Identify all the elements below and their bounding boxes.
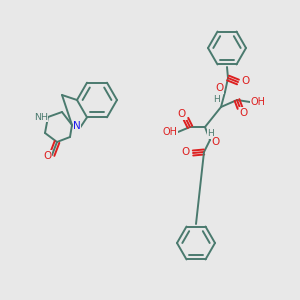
Text: O: O: [43, 151, 51, 161]
Text: O: O: [240, 108, 248, 118]
Text: H: H: [213, 94, 219, 103]
Text: N: N: [73, 121, 81, 131]
Text: O: O: [212, 137, 220, 147]
Text: OH: OH: [163, 127, 178, 137]
Text: OH: OH: [250, 97, 266, 107]
Text: O: O: [241, 76, 249, 86]
Text: O: O: [182, 147, 190, 157]
Text: O: O: [178, 109, 186, 119]
Text: H: H: [208, 130, 214, 139]
Text: NH: NH: [34, 112, 48, 122]
Text: O: O: [215, 83, 223, 93]
